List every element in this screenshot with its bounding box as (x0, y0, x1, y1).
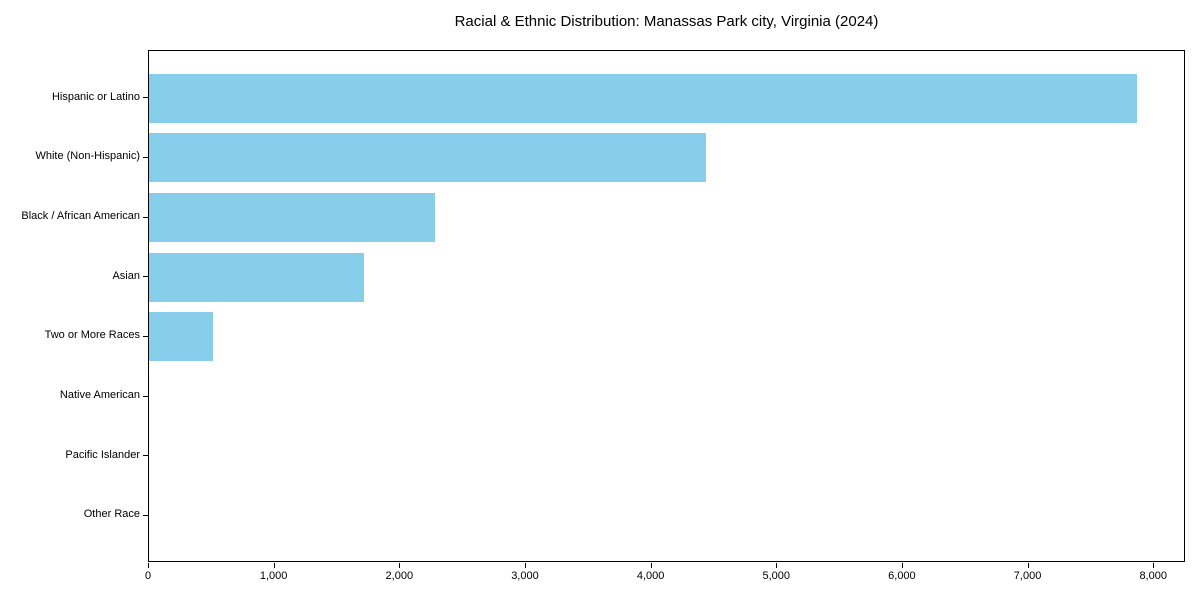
y-tick-mark (143, 335, 148, 337)
y-tick-mark (143, 216, 148, 218)
bar-black-african-american (149, 193, 436, 243)
y-tick-label: Black / African American (21, 210, 140, 223)
y-tick-label: Hispanic or Latino (51, 90, 140, 103)
y-tick-mark (143, 395, 148, 397)
y-tick-mark (143, 156, 148, 158)
bar-hispanic-or-latino (149, 73, 1137, 123)
x-tick-mark (148, 563, 149, 568)
bar-asian (149, 252, 364, 302)
y-tick-mark (143, 97, 148, 99)
y-tick-mark (143, 276, 148, 278)
y-tick-mark (143, 514, 148, 516)
x-tick-mark (399, 563, 401, 568)
bar-white-non-hispanic (149, 133, 706, 183)
plot-area (148, 50, 1185, 562)
y-tick-mark (143, 455, 148, 457)
x-tick-mark (524, 563, 526, 568)
x-tick-mark (650, 563, 652, 568)
y-tick-label: White (Non-Hispanic) (35, 150, 140, 163)
bar-two-or-more-races (149, 312, 214, 362)
x-tick-label: 0 (144, 570, 152, 582)
chart-title: Racial & Ethnic Distribution: Manassas P… (454, 13, 879, 30)
x-tick-mark (273, 563, 275, 568)
y-tick-label: Pacific Islander (65, 448, 140, 461)
x-tick-label: 2,000 (385, 570, 414, 582)
x-tick-mark (776, 563, 778, 568)
x-tick-label: 7,000 (1013, 570, 1042, 582)
y-tick-label: Two or More Races (44, 329, 140, 342)
x-tick-mark (1027, 563, 1029, 568)
x-tick-label: 8,000 (1139, 570, 1167, 582)
x-tick-mark (1153, 563, 1155, 568)
x-tick-label: 1,000 (259, 570, 288, 582)
y-tick-label: Asian (112, 269, 140, 282)
x-tick-label: 3,000 (511, 570, 539, 582)
x-tick-label: 4,000 (636, 570, 665, 582)
y-tick-label: Native American (59, 389, 140, 402)
x-tick-mark (901, 563, 903, 568)
y-tick-label: Other Race (83, 508, 140, 521)
x-tick-label: 5,000 (762, 570, 791, 582)
x-tick-label: 6,000 (888, 570, 916, 582)
